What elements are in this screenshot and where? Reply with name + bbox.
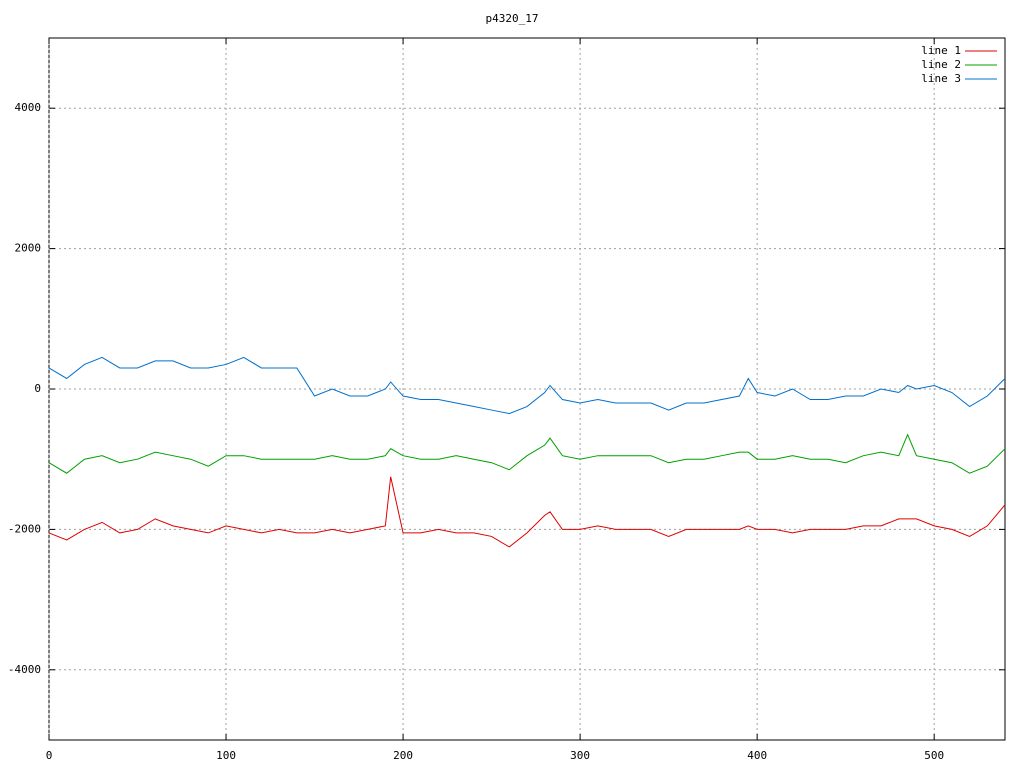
legend-label: line 2 <box>921 58 961 71</box>
data-line <box>48 356 1006 415</box>
x-tick-label: 500 <box>924 749 944 762</box>
chart-title: p4320_17 <box>486 12 539 25</box>
x-tick-label: 400 <box>747 749 767 762</box>
plot-frame <box>48 37 1006 741</box>
y-tick-label: 4000 <box>15 101 42 114</box>
y-tick-label: -4000 <box>8 663 41 676</box>
y-tick-label: 0 <box>34 382 41 395</box>
y-tick-label: -2000 <box>8 522 41 535</box>
legend-label: line 3 <box>921 72 961 85</box>
x-tick-label: 200 <box>393 749 413 762</box>
legend-label: line 1 <box>921 44 961 57</box>
y-tick-label: 2000 <box>15 242 42 255</box>
x-tick-label: 100 <box>216 749 236 762</box>
data-line <box>48 476 1006 548</box>
data-line <box>48 433 1006 474</box>
x-tick-label: 0 <box>46 749 53 762</box>
x-tick-label: 300 <box>570 749 590 762</box>
